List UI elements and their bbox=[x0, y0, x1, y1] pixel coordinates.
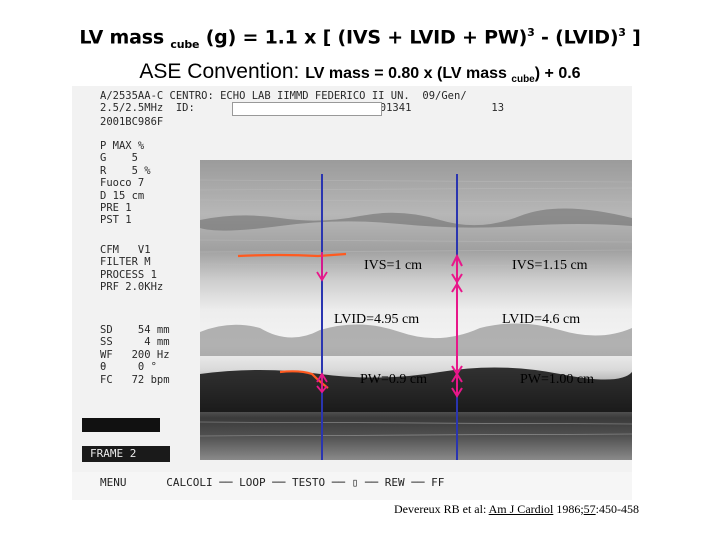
formula-body: (g) = 1.1 x [ (IVS + LVID + PW) bbox=[205, 26, 528, 49]
echo-header-line1: A/2535AA-C CENTRO: ECHO LAB IIMMD FEDERI… bbox=[100, 90, 467, 102]
echo-header-line3: 2001BC986F bbox=[100, 116, 164, 128]
echo-header-time: 13 bbox=[491, 102, 505, 114]
pw-right-label: PW=1.00 cm bbox=[520, 372, 594, 387]
frame-indicator: FRAME 2 bbox=[82, 446, 170, 462]
m-mode-echo-image: A/2535AA-C CENTRO: ECHO LAB IIMMD FEDERI… bbox=[72, 86, 632, 500]
lvid-left-label: LVID=4.95 cm bbox=[334, 312, 420, 327]
ase-label: ASE Convention: bbox=[139, 60, 300, 83]
echo-header-id: 2.5/2.5MHz ID: bbox=[100, 102, 195, 114]
formula-mid: - (LVID) bbox=[534, 26, 619, 49]
formula-tail: ] bbox=[625, 26, 641, 49]
pw-left-label: PW=0.9 cm bbox=[360, 372, 427, 387]
citation-journal: Am J Cardiol bbox=[488, 502, 554, 516]
orange-trace-ivs bbox=[237, 252, 347, 258]
formula-exp1: 3 bbox=[527, 26, 535, 39]
ivs-band bbox=[200, 208, 632, 231]
posterior-wall-endocardium bbox=[200, 323, 632, 356]
formula-exp2: 3 bbox=[618, 26, 626, 39]
m-mode-trace bbox=[200, 160, 632, 460]
ase-expr-a: LV mass = 0.80 x (LV mass bbox=[305, 65, 507, 82]
citation-pages: :450-458 bbox=[595, 502, 639, 516]
left-caliper-arrows bbox=[316, 252, 328, 394]
citation: Devereux RB et al: Am J Cardiol 1986;57:… bbox=[394, 502, 639, 517]
patient-id-box bbox=[232, 102, 382, 116]
ivs-right-label: IVS=1.15 cm bbox=[512, 258, 588, 273]
lv-mass-cube-formula: LV mass cube (g) = 1.1 x [ (IVS + LVID +… bbox=[0, 26, 720, 51]
m-mode-overlay bbox=[200, 174, 632, 460]
echo-params-mid: CFM V1 FILTER M PROCESS 1 PRF 2.0KHz bbox=[100, 244, 164, 294]
ivs-left-label: IVS=1 cm bbox=[364, 258, 423, 273]
citation-volume: 57 bbox=[583, 502, 596, 516]
lvid-right-label: LVID=4.6 cm bbox=[502, 312, 581, 327]
formula-lead: LV mass bbox=[79, 26, 164, 49]
ase-sub: cube bbox=[511, 74, 535, 86]
echo-header-line2: 2.5/2.5MHz ID: # 001341 13 bbox=[100, 102, 504, 114]
echo-params-bottom: SD 54 mm SS 4 mm WF 200 Hz θ 0 ° FC 72 b… bbox=[100, 324, 170, 386]
tissue-texture bbox=[200, 179, 632, 437]
echo-menu-text: MENU CALCOLI ── LOOP ── TESTO ── ▯ ── RE… bbox=[100, 476, 445, 489]
ase-expr-b: ) + 0.6 bbox=[534, 65, 581, 82]
pericardium-band bbox=[200, 367, 632, 412]
echo-params-top: P MAX % G 5 R 5 % Fuoco 7 D 15 cm PRE 1 … bbox=[100, 140, 151, 227]
citation-authors: Devereux RB et al: bbox=[394, 502, 489, 516]
right-caliper-arrows bbox=[451, 253, 463, 398]
citation-year: 1986; bbox=[553, 502, 584, 516]
orange-trace-pw bbox=[279, 370, 329, 389]
ase-convention-formula: ASE Convention: LV mass = 0.80 x (LV mas… bbox=[0, 60, 720, 85]
formula-sub: cube bbox=[170, 38, 200, 52]
echo-black-bar bbox=[82, 418, 160, 432]
echo-menu-bar bbox=[72, 472, 632, 500]
